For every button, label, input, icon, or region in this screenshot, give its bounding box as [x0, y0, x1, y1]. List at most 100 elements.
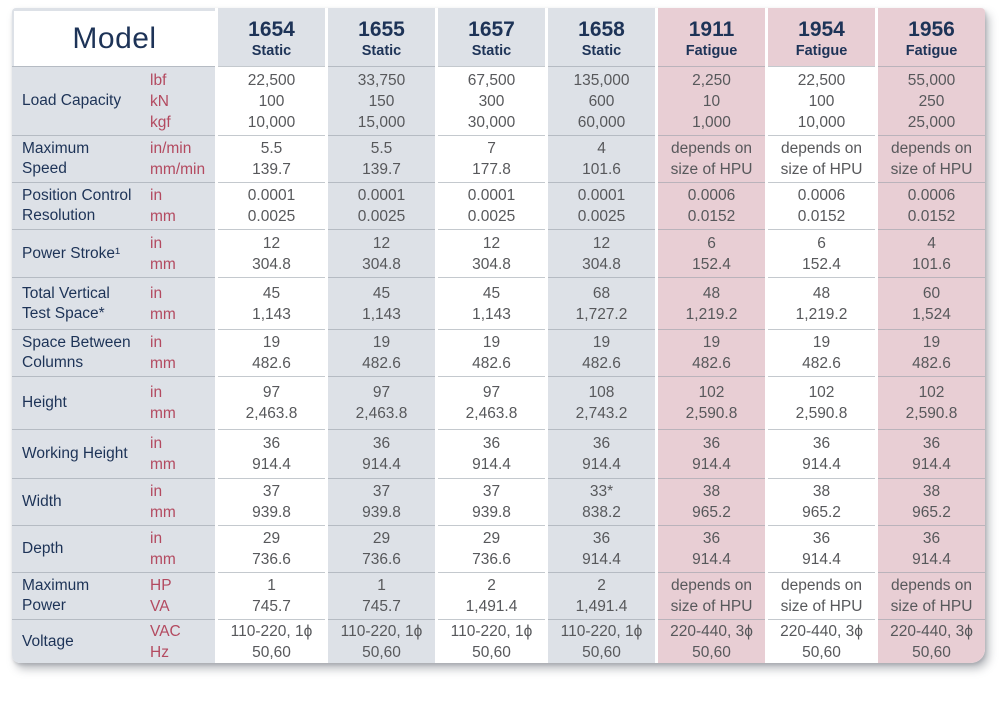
value-line: 135,000 — [573, 71, 630, 89]
value-line: 1,524 — [912, 305, 951, 323]
unit-label: VA — [150, 598, 170, 615]
column-model-type: Static — [361, 43, 402, 59]
column-model-number: 1956 — [908, 18, 955, 41]
column-model-type: Fatigue — [685, 43, 738, 59]
value-line: 110-220, 1ϕ — [230, 622, 313, 640]
value-line: 68 — [592, 284, 611, 302]
value-line: 36 — [702, 530, 721, 547]
value-cell-1911: 48 1,219.2 — [658, 277, 765, 329]
value-line: 0.0001 — [467, 187, 516, 204]
value-line: 110-220, 1ϕ — [450, 622, 533, 640]
column-header-1911: 1911 Fatigue — [658, 8, 765, 66]
row-label-line: Space Between — [22, 334, 131, 351]
value-line: 304.8 — [582, 255, 621, 273]
row-label: Height — [22, 393, 150, 413]
value-line: 250 — [918, 92, 945, 110]
row-label-line: Width — [22, 493, 62, 510]
unit-label: mm — [150, 355, 176, 372]
value-line: 37 — [262, 483, 281, 500]
value-line: size of HPU — [780, 161, 863, 178]
value-cell-1655: 29 736.6 — [328, 525, 435, 572]
value-line: 48 — [702, 284, 721, 302]
value-line: 110-220, 1ϕ — [340, 622, 423, 640]
value-line: 0.0006 — [797, 187, 846, 204]
row-units: in/min mm/min — [150, 138, 215, 180]
value-line: 12 — [262, 234, 281, 252]
column-model-type: Fatigue — [795, 43, 848, 59]
value-cell-1657: 67,500 300 30,000 — [438, 66, 545, 135]
value-cell-1658: 110-220, 1ϕ 50,60 — [548, 619, 655, 663]
spec-row-label-cell: Depth in mm — [12, 525, 215, 572]
value-cell-1657: 0.0001 0.0025 — [438, 182, 545, 229]
value-line: 36 — [702, 435, 721, 452]
column-model-type: Fatigue — [905, 43, 958, 59]
value-cell-1655: 0.0001 0.0025 — [328, 182, 435, 229]
value-cell-1657: 29 736.6 — [438, 525, 545, 572]
value-line: 36 — [482, 435, 501, 452]
unit-label: in — [150, 530, 163, 547]
value-line: 736.6 — [252, 551, 291, 568]
value-cell-1654: 19 482.6 — [218, 329, 325, 376]
unit-label: mm — [150, 255, 176, 273]
value-line: 102 — [808, 384, 835, 401]
row-label: Position Control Resolution — [22, 186, 150, 226]
spec-row-label-cell: Space Between Columns in mm — [12, 329, 215, 376]
value-line: 55,000 — [907, 71, 956, 89]
value-cell-1956: 0.0006 0.0152 — [878, 182, 985, 229]
value-line: 0.0006 — [907, 187, 956, 204]
value-line: 36 — [372, 435, 391, 452]
value-line: 100 — [258, 92, 285, 110]
value-line: 22,500 — [797, 71, 846, 89]
row-label-line: Total Vertical — [22, 284, 110, 302]
value-cell-1911: 220-440, 3ϕ 50,60 — [658, 619, 765, 663]
value-cell-1954: 22,500 100 10,000 — [768, 66, 875, 135]
value-line: 33,750 — [357, 71, 406, 89]
value-cell-1655: 37 939.8 — [328, 478, 435, 525]
value-cell-1655: 110-220, 1ϕ 50,60 — [328, 619, 435, 663]
row-label: Load Capacity — [22, 91, 150, 111]
value-cell-1954: 0.0006 0.0152 — [768, 182, 875, 229]
unit-label: kgf — [150, 113, 171, 131]
value-cell-1658: 68 1,727.2 — [548, 277, 655, 329]
column-model-number: 1658 — [578, 18, 625, 41]
value-cell-1956: 38 965.2 — [878, 478, 985, 525]
unit-label: in — [150, 435, 163, 452]
value-line: 2,590.8 — [795, 405, 848, 422]
value-cell-1655: 19 482.6 — [328, 329, 435, 376]
row-label-line: Resolution — [22, 207, 96, 224]
value-cell-1655: 5.5 139.7 — [328, 135, 435, 182]
value-cell-1655: 12 304.8 — [328, 229, 435, 277]
spec-row-label-cell: Load Capacity lbf kN kgf — [12, 66, 215, 135]
value-line: 150 — [368, 92, 395, 110]
value-line: 19 — [592, 334, 611, 351]
value-cell-1654: 36 914.4 — [218, 429, 325, 478]
value-line: 1,143 — [472, 305, 511, 323]
value-cell-1654: 12 304.8 — [218, 229, 325, 277]
value-line: 1,491.4 — [575, 598, 628, 615]
value-cell-1911: 6 152.4 — [658, 229, 765, 277]
value-line: 101.6 — [582, 161, 621, 178]
unit-label: in — [150, 384, 163, 401]
value-line: 50,60 — [362, 643, 401, 661]
value-line: 50,60 — [472, 643, 511, 661]
row-units: in mm — [150, 481, 215, 523]
value-line: 110-220, 1ϕ — [560, 622, 643, 640]
unit-label: in — [150, 284, 163, 302]
value-line: 101.6 — [912, 255, 951, 273]
value-line: 0.0025 — [467, 208, 516, 225]
value-line: 745.7 — [362, 598, 401, 615]
value-line: 12 — [372, 234, 391, 252]
unit-label: mm/min — [150, 161, 206, 178]
unit-label: in — [150, 187, 163, 204]
value-cell-1658: 0.0001 0.0025 — [548, 182, 655, 229]
value-line: 177.8 — [472, 161, 511, 178]
value-cell-1658: 19 482.6 — [548, 329, 655, 376]
value-line: 4 — [927, 234, 936, 252]
value-line: 19 — [702, 334, 721, 351]
value-line: 736.6 — [362, 551, 401, 568]
column-model-number: 1655 — [358, 18, 405, 41]
value-line: 0.0001 — [247, 187, 296, 204]
value-line: 60 — [922, 284, 941, 302]
value-line: 1,143 — [362, 305, 401, 323]
value-cell-1657: 7 177.8 — [438, 135, 545, 182]
